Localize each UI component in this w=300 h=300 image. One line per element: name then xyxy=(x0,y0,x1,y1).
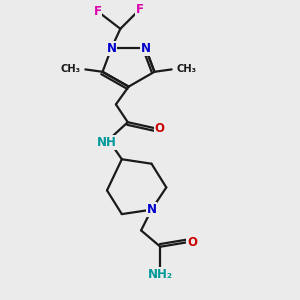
Text: N: N xyxy=(106,42,116,55)
Text: F: F xyxy=(136,3,144,16)
Text: NH: NH xyxy=(97,136,117,149)
Text: F: F xyxy=(94,4,101,17)
Text: N: N xyxy=(141,42,151,55)
Text: O: O xyxy=(188,236,197,249)
Text: CH₃: CH₃ xyxy=(177,64,197,74)
Text: NH₂: NH₂ xyxy=(148,268,173,281)
Text: O: O xyxy=(155,122,165,135)
Text: N: N xyxy=(146,203,157,216)
Text: CH₃: CH₃ xyxy=(60,64,80,74)
